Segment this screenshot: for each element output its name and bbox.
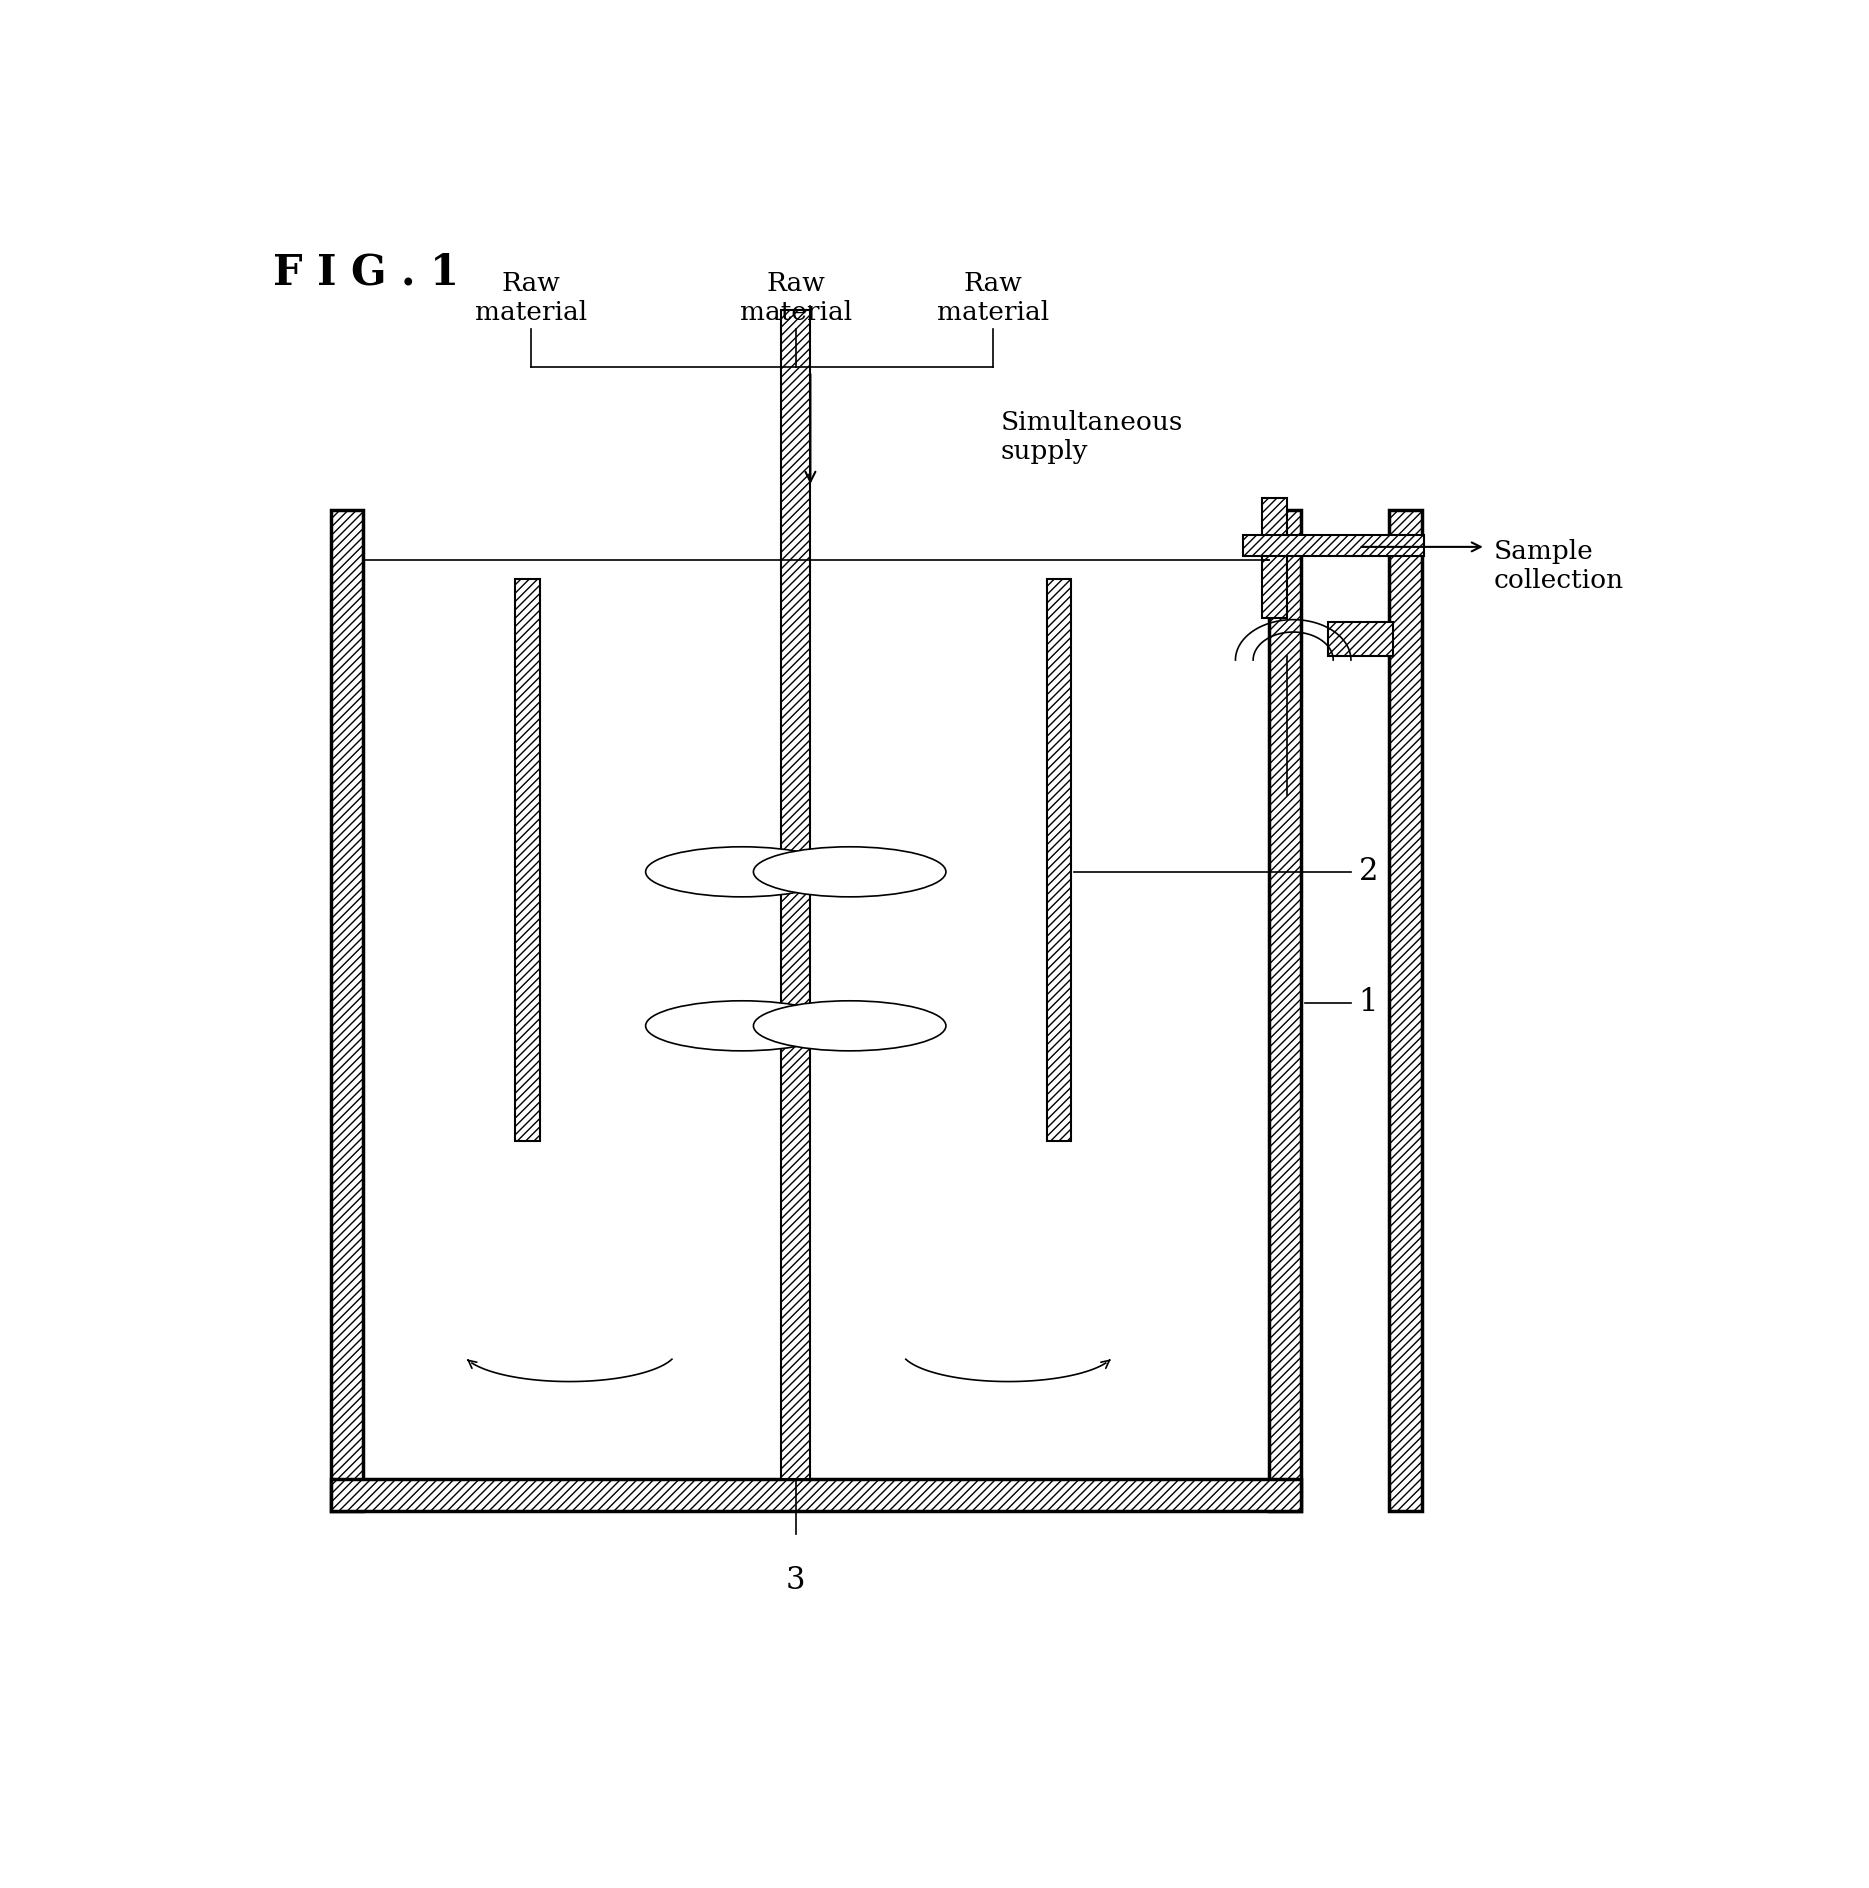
Text: Raw
material: Raw material: [475, 272, 587, 325]
Bar: [1047, 580, 1071, 1142]
Text: 3: 3: [787, 1565, 806, 1595]
Bar: [1389, 510, 1422, 1510]
Bar: [1327, 621, 1392, 657]
Ellipse shape: [645, 848, 837, 897]
Text: 2: 2: [1359, 857, 1377, 887]
Bar: [1269, 510, 1301, 1510]
Ellipse shape: [753, 1001, 946, 1052]
Bar: [781, 310, 811, 1478]
Bar: [516, 580, 540, 1142]
Text: Raw
material: Raw material: [936, 272, 1049, 325]
Text: Raw
material: Raw material: [740, 272, 852, 325]
Bar: [1262, 498, 1288, 617]
Text: Simultaneous
supply: Simultaneous supply: [1000, 410, 1183, 464]
Bar: [1243, 534, 1424, 557]
Bar: [331, 510, 363, 1510]
Ellipse shape: [645, 1001, 837, 1052]
Text: Sample
collection: Sample collection: [1493, 540, 1624, 593]
Text: 1: 1: [1359, 987, 1377, 1018]
Bar: [331, 1478, 1301, 1510]
Text: F I G . 1: F I G . 1: [273, 251, 460, 295]
Ellipse shape: [753, 848, 946, 897]
